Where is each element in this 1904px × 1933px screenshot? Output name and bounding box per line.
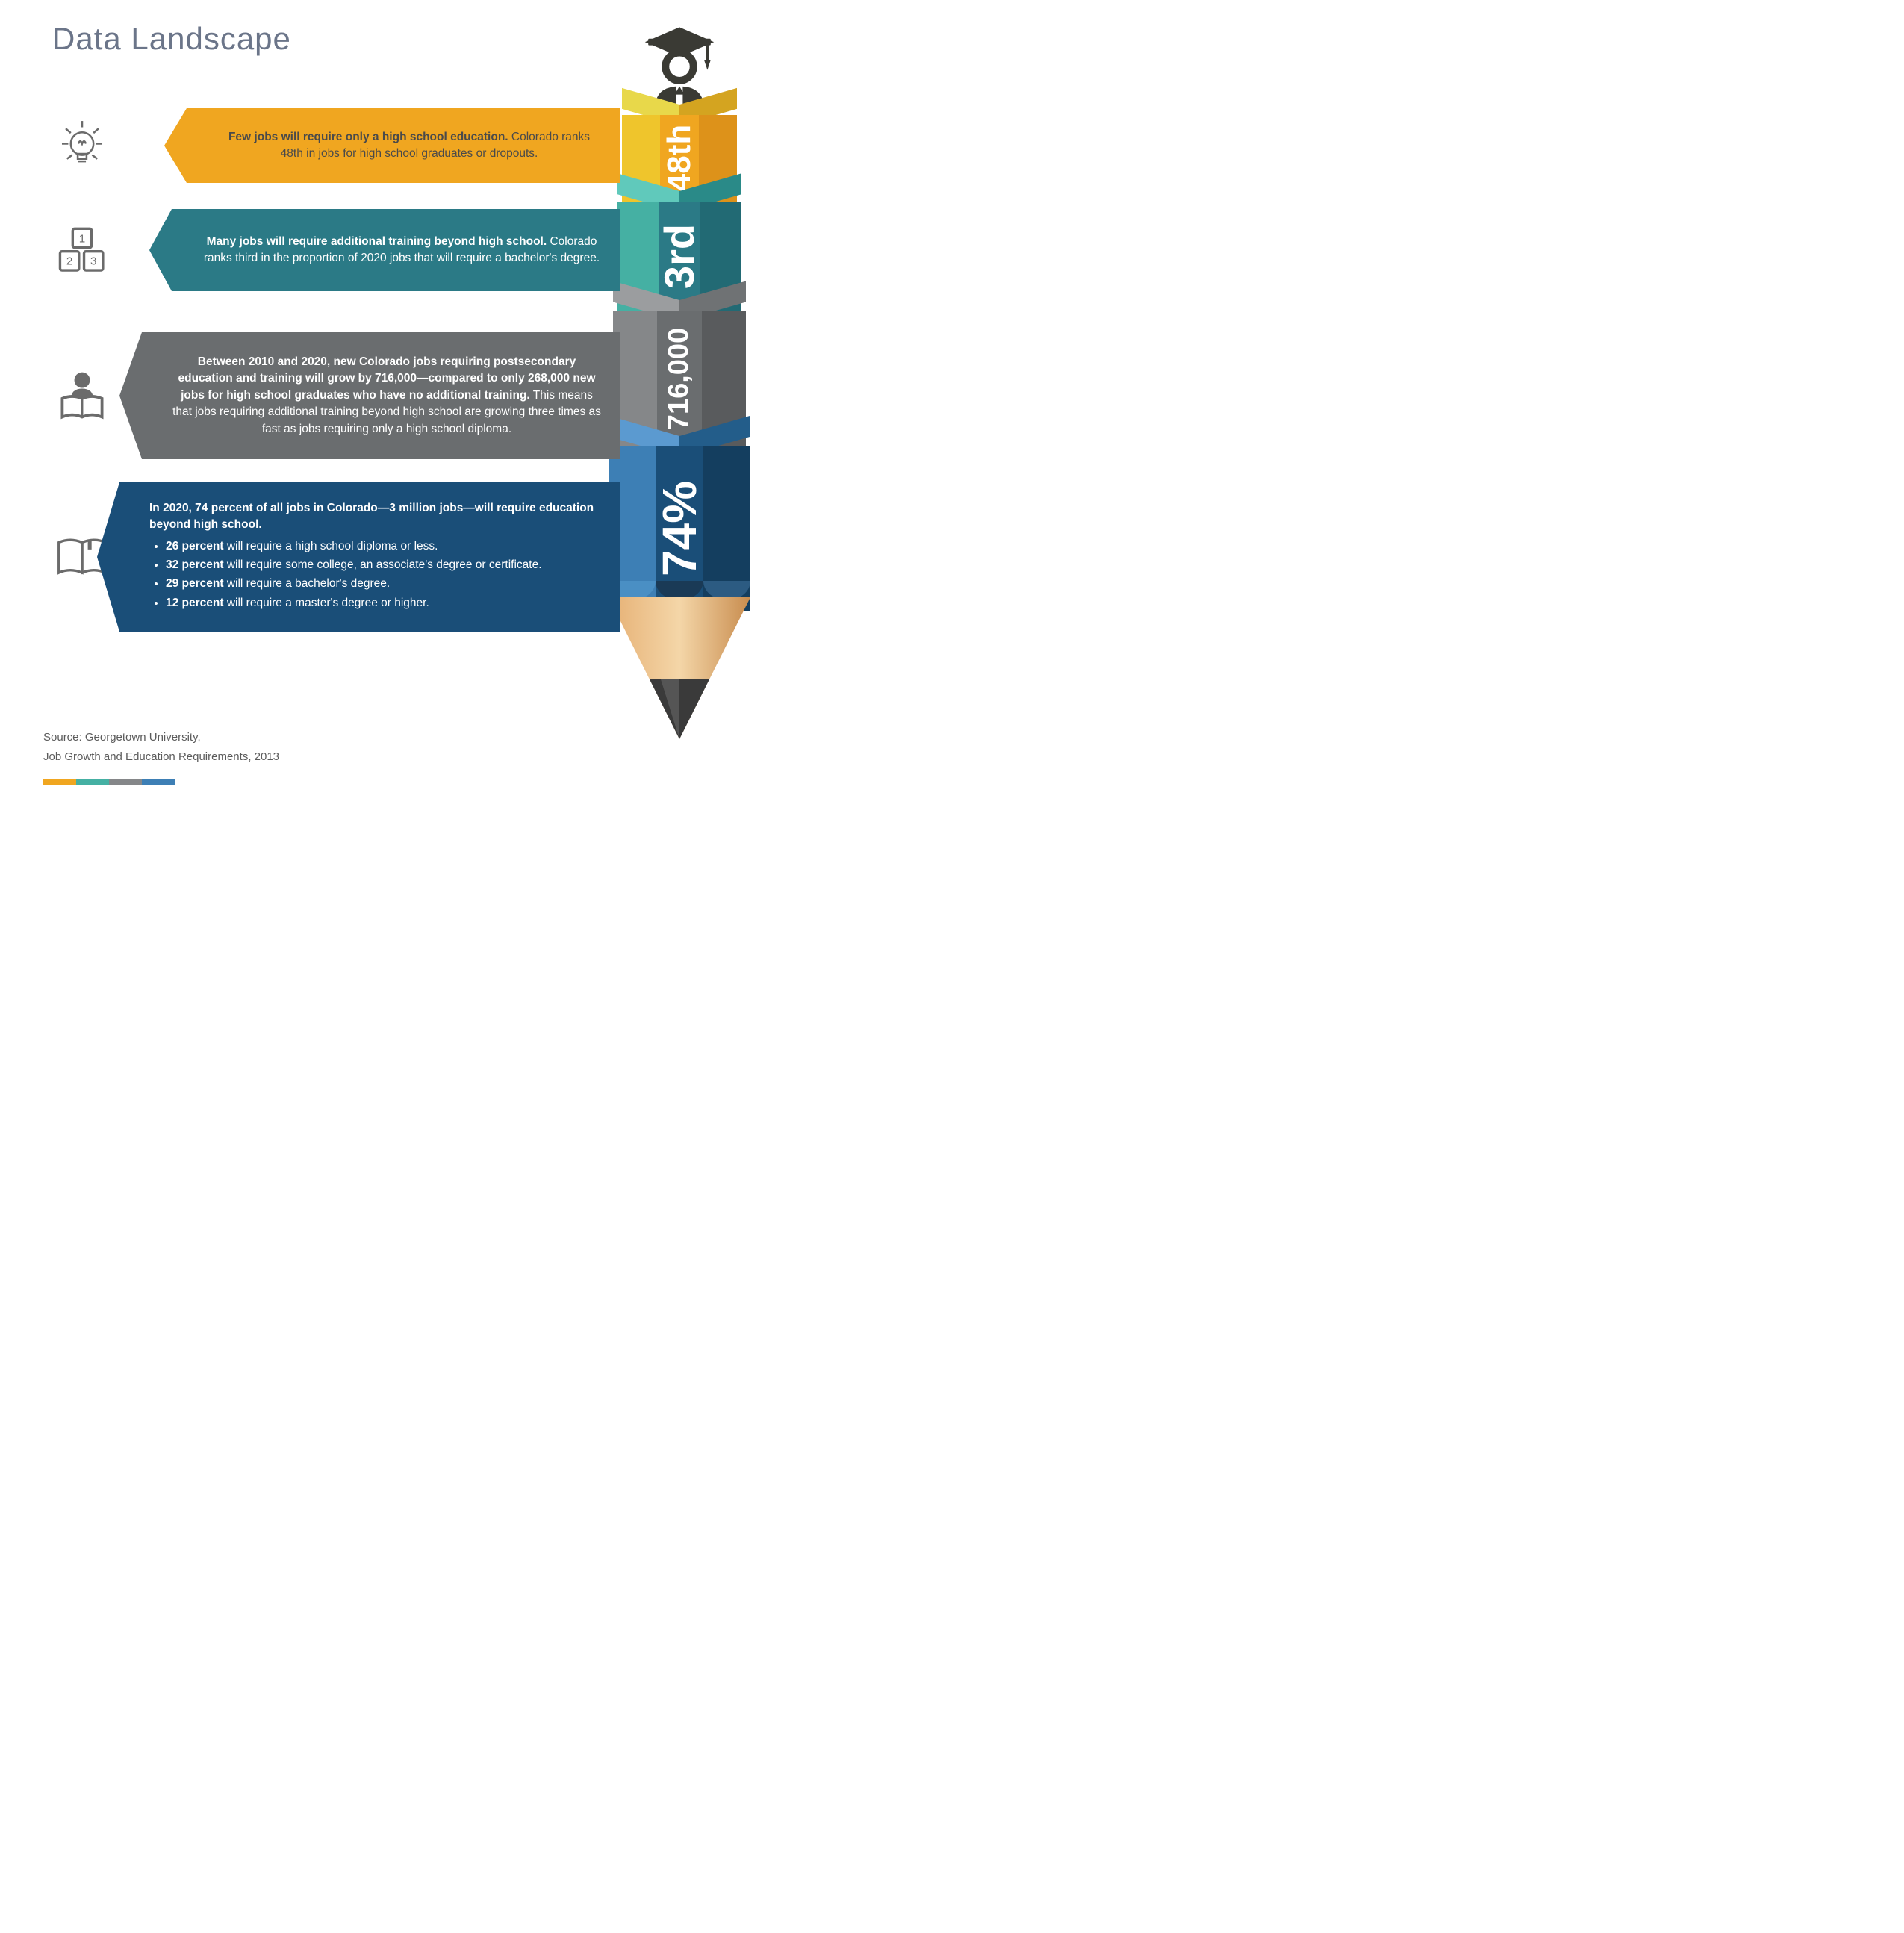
banner-text-4: In 2020, 74 percent of all jobs in Color… <box>149 500 602 614</box>
reader-icon <box>45 367 119 424</box>
banner-1: Few jobs will require only a high school… <box>187 108 620 183</box>
swatch <box>142 779 175 785</box>
lightbulb-icon <box>45 117 119 174</box>
stat-3: 716,000 <box>663 327 695 429</box>
section-3: Between 2010 and 2020, new Colorado jobs… <box>45 332 620 459</box>
swatch <box>109 779 142 785</box>
stat-4: 74% <box>652 481 707 576</box>
stat-2: 3rd <box>655 223 703 288</box>
banner-text-1: Few jobs will require only a high school… <box>217 129 602 163</box>
banner-2: Many jobs will require additional traini… <box>172 209 620 291</box>
banner-3: Between 2010 and 2020, new Colorado jobs… <box>142 332 620 459</box>
banner-text-3: Between 2010 and 2020, new Colorado jobs… <box>172 354 602 438</box>
section-4: In 2020, 74 percent of all jobs in Color… <box>45 482 620 632</box>
section-2: 12 3 Many jobs will require additional tr… <box>45 209 620 291</box>
swatch <box>76 779 109 785</box>
stat-1: 48th <box>661 125 698 192</box>
pencil-tip <box>609 582 750 747</box>
source-line-2: Job Growth and Education Requirements, 2… <box>43 747 279 767</box>
svg-text:3: 3 <box>90 255 96 268</box>
banner-text-2: Many jobs will require additional traini… <box>202 234 602 267</box>
svg-text:2: 2 <box>66 255 72 268</box>
source-line-1: Source: Georgetown University, <box>43 728 279 747</box>
page-title: Data Landscape <box>52 21 291 57</box>
svg-text:1: 1 <box>79 232 85 245</box>
banner-4: In 2020, 74 percent of all jobs in Color… <box>119 482 620 632</box>
blocks-icon: 12 3 <box>45 222 119 278</box>
swatch <box>43 779 76 785</box>
section-1: Few jobs will require only a high school… <box>45 108 620 183</box>
source-text: Source: Georgetown University, Job Growt… <box>43 728 279 766</box>
color-swatches <box>43 779 175 785</box>
pencil-graphic: 48th 3rd 716,000 74% <box>609 30 750 776</box>
